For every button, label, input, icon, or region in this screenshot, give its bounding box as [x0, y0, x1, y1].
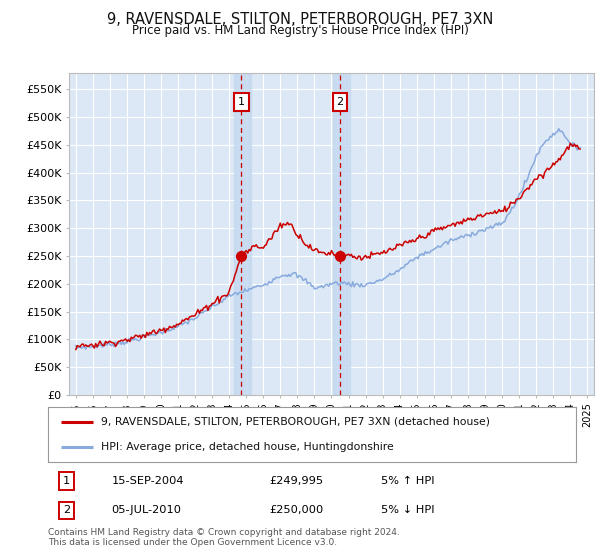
Text: 15-SEP-2004: 15-SEP-2004: [112, 476, 184, 486]
Text: £250,000: £250,000: [270, 505, 324, 515]
Text: 2: 2: [63, 505, 70, 515]
Text: 1: 1: [238, 97, 245, 106]
Bar: [333, 73, 350, 395]
Bar: [235, 73, 251, 395]
Text: 5% ↓ HPI: 5% ↓ HPI: [380, 505, 434, 515]
Text: 5% ↑ HPI: 5% ↑ HPI: [380, 476, 434, 486]
Text: £249,995: £249,995: [270, 476, 324, 486]
Text: 05-JUL-2010: 05-JUL-2010: [112, 505, 181, 515]
Text: 9, RAVENSDALE, STILTON, PETERBOROUGH, PE7 3XN: 9, RAVENSDALE, STILTON, PETERBOROUGH, PE…: [107, 12, 493, 27]
Text: HPI: Average price, detached house, Huntingdonshire: HPI: Average price, detached house, Hunt…: [101, 442, 394, 452]
Text: 1: 1: [63, 476, 70, 486]
Text: 9, RAVENSDALE, STILTON, PETERBOROUGH, PE7 3XN (detached house): 9, RAVENSDALE, STILTON, PETERBOROUGH, PE…: [101, 417, 490, 427]
Text: Price paid vs. HM Land Registry's House Price Index (HPI): Price paid vs. HM Land Registry's House …: [131, 24, 469, 37]
Text: 2: 2: [337, 97, 344, 106]
Text: Contains HM Land Registry data © Crown copyright and database right 2024.
This d: Contains HM Land Registry data © Crown c…: [48, 528, 400, 547]
